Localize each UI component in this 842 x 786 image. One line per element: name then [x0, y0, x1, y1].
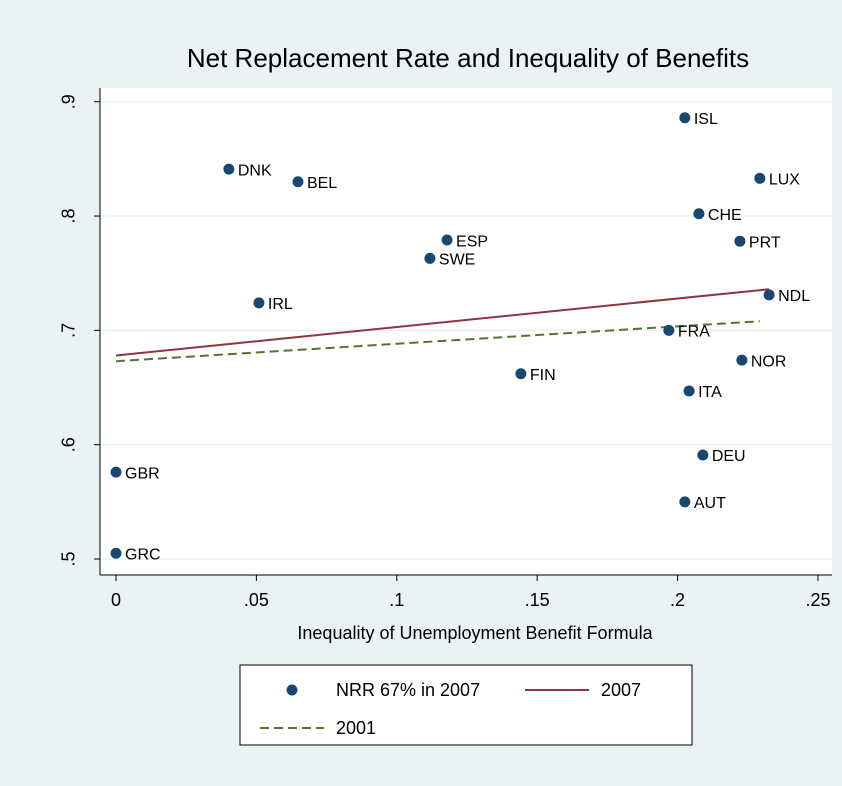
- point-label: DNK: [238, 162, 272, 179]
- y-tick-label: .6: [59, 437, 79, 452]
- legend-marker: [286, 684, 298, 696]
- x-tick-label: .15: [525, 590, 550, 610]
- point-label: IRL: [268, 296, 293, 313]
- point-label: LUX: [769, 172, 800, 189]
- point-label: BEL: [307, 175, 337, 192]
- point: [736, 354, 748, 366]
- point: [697, 449, 709, 461]
- x-tick-label: .1: [389, 590, 404, 610]
- point-label: ITA: [698, 384, 722, 401]
- point: [679, 496, 691, 508]
- y-tick-label: .7: [59, 323, 79, 338]
- point: [734, 235, 746, 247]
- legend-label: NRR 67% in 2007: [336, 680, 480, 700]
- legend: [239, 664, 693, 746]
- point-label: PRT: [749, 234, 781, 251]
- point-label: SWE: [439, 252, 475, 269]
- point-label: GRC: [125, 546, 161, 563]
- point: [663, 324, 675, 336]
- point-label: AUT: [694, 495, 726, 512]
- point: [110, 547, 122, 559]
- point: [683, 385, 695, 397]
- y-tick-label: .5: [59, 551, 79, 566]
- point-label: DEU: [712, 448, 746, 465]
- fit-line: [115, 320, 760, 363]
- point: [693, 208, 705, 220]
- point-label: ESP: [456, 233, 488, 250]
- y-tick-label: .8: [59, 209, 79, 224]
- fit-line: [115, 288, 770, 357]
- point-label: FRA: [678, 324, 710, 341]
- point: [754, 172, 766, 184]
- point: [424, 252, 436, 264]
- point: [679, 112, 691, 124]
- legend-label: 2001: [336, 718, 376, 738]
- x-tick-label: .2: [670, 590, 685, 610]
- point: [292, 176, 304, 188]
- point: [110, 466, 122, 478]
- point: [253, 297, 265, 309]
- x-axis-label: Inequality of Unemployment Benefit Formu…: [297, 623, 653, 643]
- legend-label: 2007: [601, 680, 641, 700]
- point-label: FIN: [530, 367, 556, 384]
- plot-area: [100, 88, 832, 575]
- point-label: ISL: [694, 111, 718, 128]
- x-tick-label: 0: [111, 590, 121, 610]
- point-label: NDL: [778, 288, 810, 305]
- point: [763, 289, 775, 301]
- y-tick-label: .9: [59, 94, 79, 109]
- point-label: NOR: [751, 353, 787, 370]
- point: [441, 234, 453, 246]
- point-label: GBR: [125, 465, 160, 482]
- chart-title: Net Replacement Rate and Inequality of B…: [187, 43, 749, 73]
- point-label: CHE: [708, 207, 742, 224]
- point: [515, 368, 527, 380]
- x-tick-label: .05: [244, 590, 269, 610]
- x-tick-label: .25: [805, 590, 830, 610]
- point: [223, 163, 235, 175]
